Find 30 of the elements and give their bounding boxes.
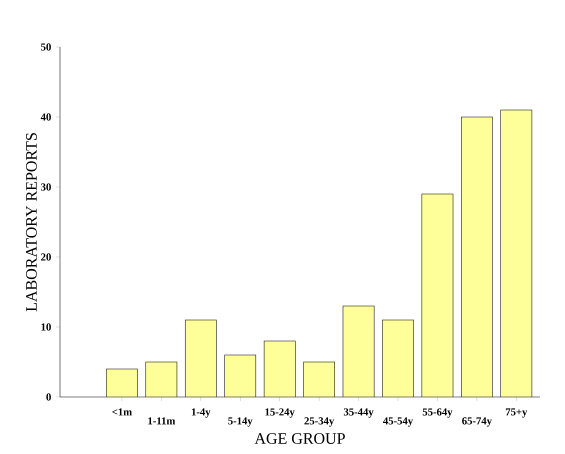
bar [106,368,138,397]
bar [264,340,296,397]
y-tick-label: 40 [40,113,51,121]
x-tick-label: 1-4y [192,408,210,418]
y-axis-title: LABORATORY REPORTS [26,133,37,312]
x-axis-title: AGE GROUP [254,433,345,444]
x-tick-label: 5-14y [228,417,253,427]
x-tick-label: 15-24y [265,408,295,418]
y-tick-label: 0 [46,393,51,401]
bar [185,320,216,397]
bar [146,362,177,397]
bar [422,194,454,397]
x-tick-label: <1m [112,408,132,416]
x-tick-label: 35-44y [344,408,374,418]
x-tick-label: 75+y [506,408,528,418]
x-tick-label: 55-64y [422,408,452,418]
bar [304,362,335,397]
x-tick-label: 25-34y [304,417,334,427]
bar [224,354,256,397]
x-tick-label: 45-54y [383,417,414,427]
y-tick-label: 20 [41,253,51,261]
y-tick-label: 10 [41,323,51,331]
bar [342,306,374,397]
x-tick-label: 65-74y [462,417,492,427]
bar [382,320,414,397]
y-tick-label: 50 [41,43,51,51]
y-tick-label: 30 [41,183,51,191]
bar [500,110,532,397]
bar [461,117,492,397]
x-tick-label: 1-11m [148,417,176,424]
